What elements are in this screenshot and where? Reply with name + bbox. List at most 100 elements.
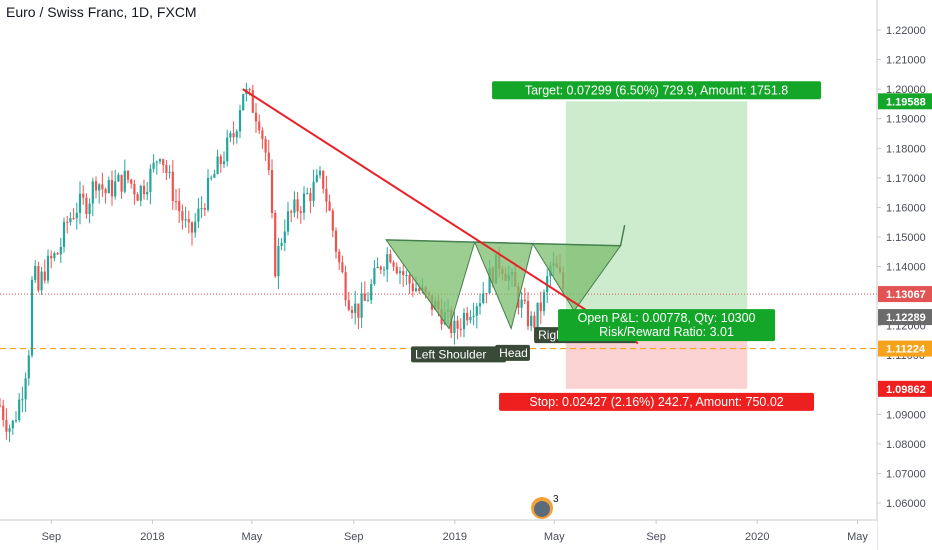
- candle-body: [94, 181, 98, 191]
- candle-body: [235, 131, 238, 138]
- time-tick-label: Sep: [344, 531, 364, 543]
- candle-body: [363, 293, 366, 301]
- price-tag-bg: [878, 93, 932, 110]
- candle-body: [37, 266, 40, 291]
- price-tag-text: 1.09862: [886, 384, 926, 396]
- candle-body: [389, 254, 392, 263]
- head-label-text: Head: [499, 346, 528, 360]
- candle-body: [258, 121, 261, 131]
- candle-body: [136, 194, 139, 201]
- price-tag-text: 1.13067: [886, 289, 926, 301]
- candle-body: [104, 189, 107, 194]
- candle-body: [78, 193, 82, 213]
- candle-body: [165, 164, 168, 173]
- candle-body: [520, 299, 523, 308]
- trendline: [242, 88, 639, 345]
- price-tick-label: 1.19000: [886, 114, 926, 126]
- candle-body: [347, 300, 350, 310]
- candle-body: [286, 211, 290, 232]
- candle-body: [373, 268, 376, 285]
- stop-label-bg: [499, 392, 815, 411]
- time-tick-label: Sep: [646, 531, 666, 543]
- stop-label-line: Stop: 0.02427 (2.16%) 242.7, Amount: 750…: [529, 395, 783, 409]
- candle-body: [539, 302, 542, 312]
- candle-body: [350, 309, 354, 313]
- candle-body: [146, 191, 149, 195]
- candle-body: [114, 181, 117, 197]
- candle-body: [261, 130, 264, 140]
- candle-body: [110, 180, 114, 197]
- candle-body: [210, 177, 213, 179]
- candle-body: [200, 208, 203, 210]
- candle-body: [213, 174, 216, 178]
- candle-body: [392, 262, 395, 267]
- candle-body: [72, 218, 75, 220]
- candle-body: [226, 137, 229, 162]
- candle-body: [14, 420, 18, 422]
- left-shoulder-label-bg: [411, 346, 507, 363]
- candle-body: [11, 420, 14, 429]
- candle-body: [91, 181, 94, 204]
- candle-body: [312, 181, 315, 201]
- candle-body: [34, 266, 37, 280]
- candle-body: [398, 271, 402, 274]
- time-tick-label: May: [544, 531, 565, 543]
- candle-body: [277, 245, 280, 277]
- candle-body: [232, 133, 235, 138]
- candle-body: [382, 269, 386, 271]
- target-label-line: Target: 0.07299 (6.50%) 729.9, Amount: 1…: [525, 83, 788, 97]
- candle-body: [456, 320, 459, 329]
- candle-body: [82, 193, 85, 198]
- candle-body: [376, 266, 379, 269]
- pnl-label: Open P&L: 0.00778, Qty: 10300Risk/Reward…: [558, 309, 776, 342]
- badge-inner: [534, 501, 550, 517]
- price-tag-current: 1.13067: [878, 286, 932, 303]
- candle-body: [402, 271, 405, 276]
- candle-body: [453, 320, 456, 334]
- candle-body: [472, 315, 475, 317]
- candles: [0, 82, 565, 443]
- candle-body: [418, 288, 421, 291]
- candle-body: [123, 170, 126, 192]
- candle-body: [526, 301, 530, 327]
- candle-body: [101, 184, 104, 190]
- candle-body: [53, 253, 56, 259]
- projection-line: [619, 224, 626, 246]
- candle-body: [130, 179, 133, 184]
- candle-body: [459, 328, 462, 330]
- candle-body: [254, 112, 258, 122]
- candle-body: [482, 293, 485, 304]
- price-tag-text: 1.12289: [886, 312, 926, 324]
- candle-body: [27, 355, 30, 379]
- head-shoulders-pattern: [385, 224, 626, 331]
- ideas-badge: 3: [531, 494, 559, 519]
- price-tag-bg: [878, 309, 932, 326]
- candle-body: [395, 266, 398, 274]
- candle-body: [24, 378, 27, 400]
- candle-body: [158, 159, 162, 162]
- head-label-bg: [495, 344, 530, 361]
- candle-body: [533, 315, 536, 328]
- price-tag-orange: 1.11224: [878, 340, 932, 357]
- candle-body: [354, 303, 357, 313]
- candle-body: [357, 303, 360, 318]
- price-tag-bg: [878, 380, 932, 397]
- candle-body: [264, 139, 267, 153]
- price-tick-label: 1.06000: [886, 498, 926, 510]
- candle-body: [462, 312, 466, 330]
- price-tag-bg: [878, 340, 932, 357]
- candle-body: [302, 193, 306, 213]
- price-tag-text: 1.11224: [886, 344, 926, 356]
- candle-body: [187, 219, 190, 223]
- candle-body: [85, 197, 88, 215]
- price-tick-label: 1.17000: [886, 173, 926, 185]
- candle-body: [290, 211, 293, 213]
- candle-body: [379, 266, 382, 270]
- time-tick-label: 2018: [140, 531, 164, 543]
- candle-body: [344, 272, 347, 301]
- candle-body: [69, 218, 72, 223]
- target-label: Target: 0.07299 (6.50%) 729.9, Amount: 1…: [492, 81, 822, 100]
- candle-body: [50, 255, 53, 259]
- pnl-label-line: Open P&L: 0.00778, Qty: 10300: [578, 311, 756, 325]
